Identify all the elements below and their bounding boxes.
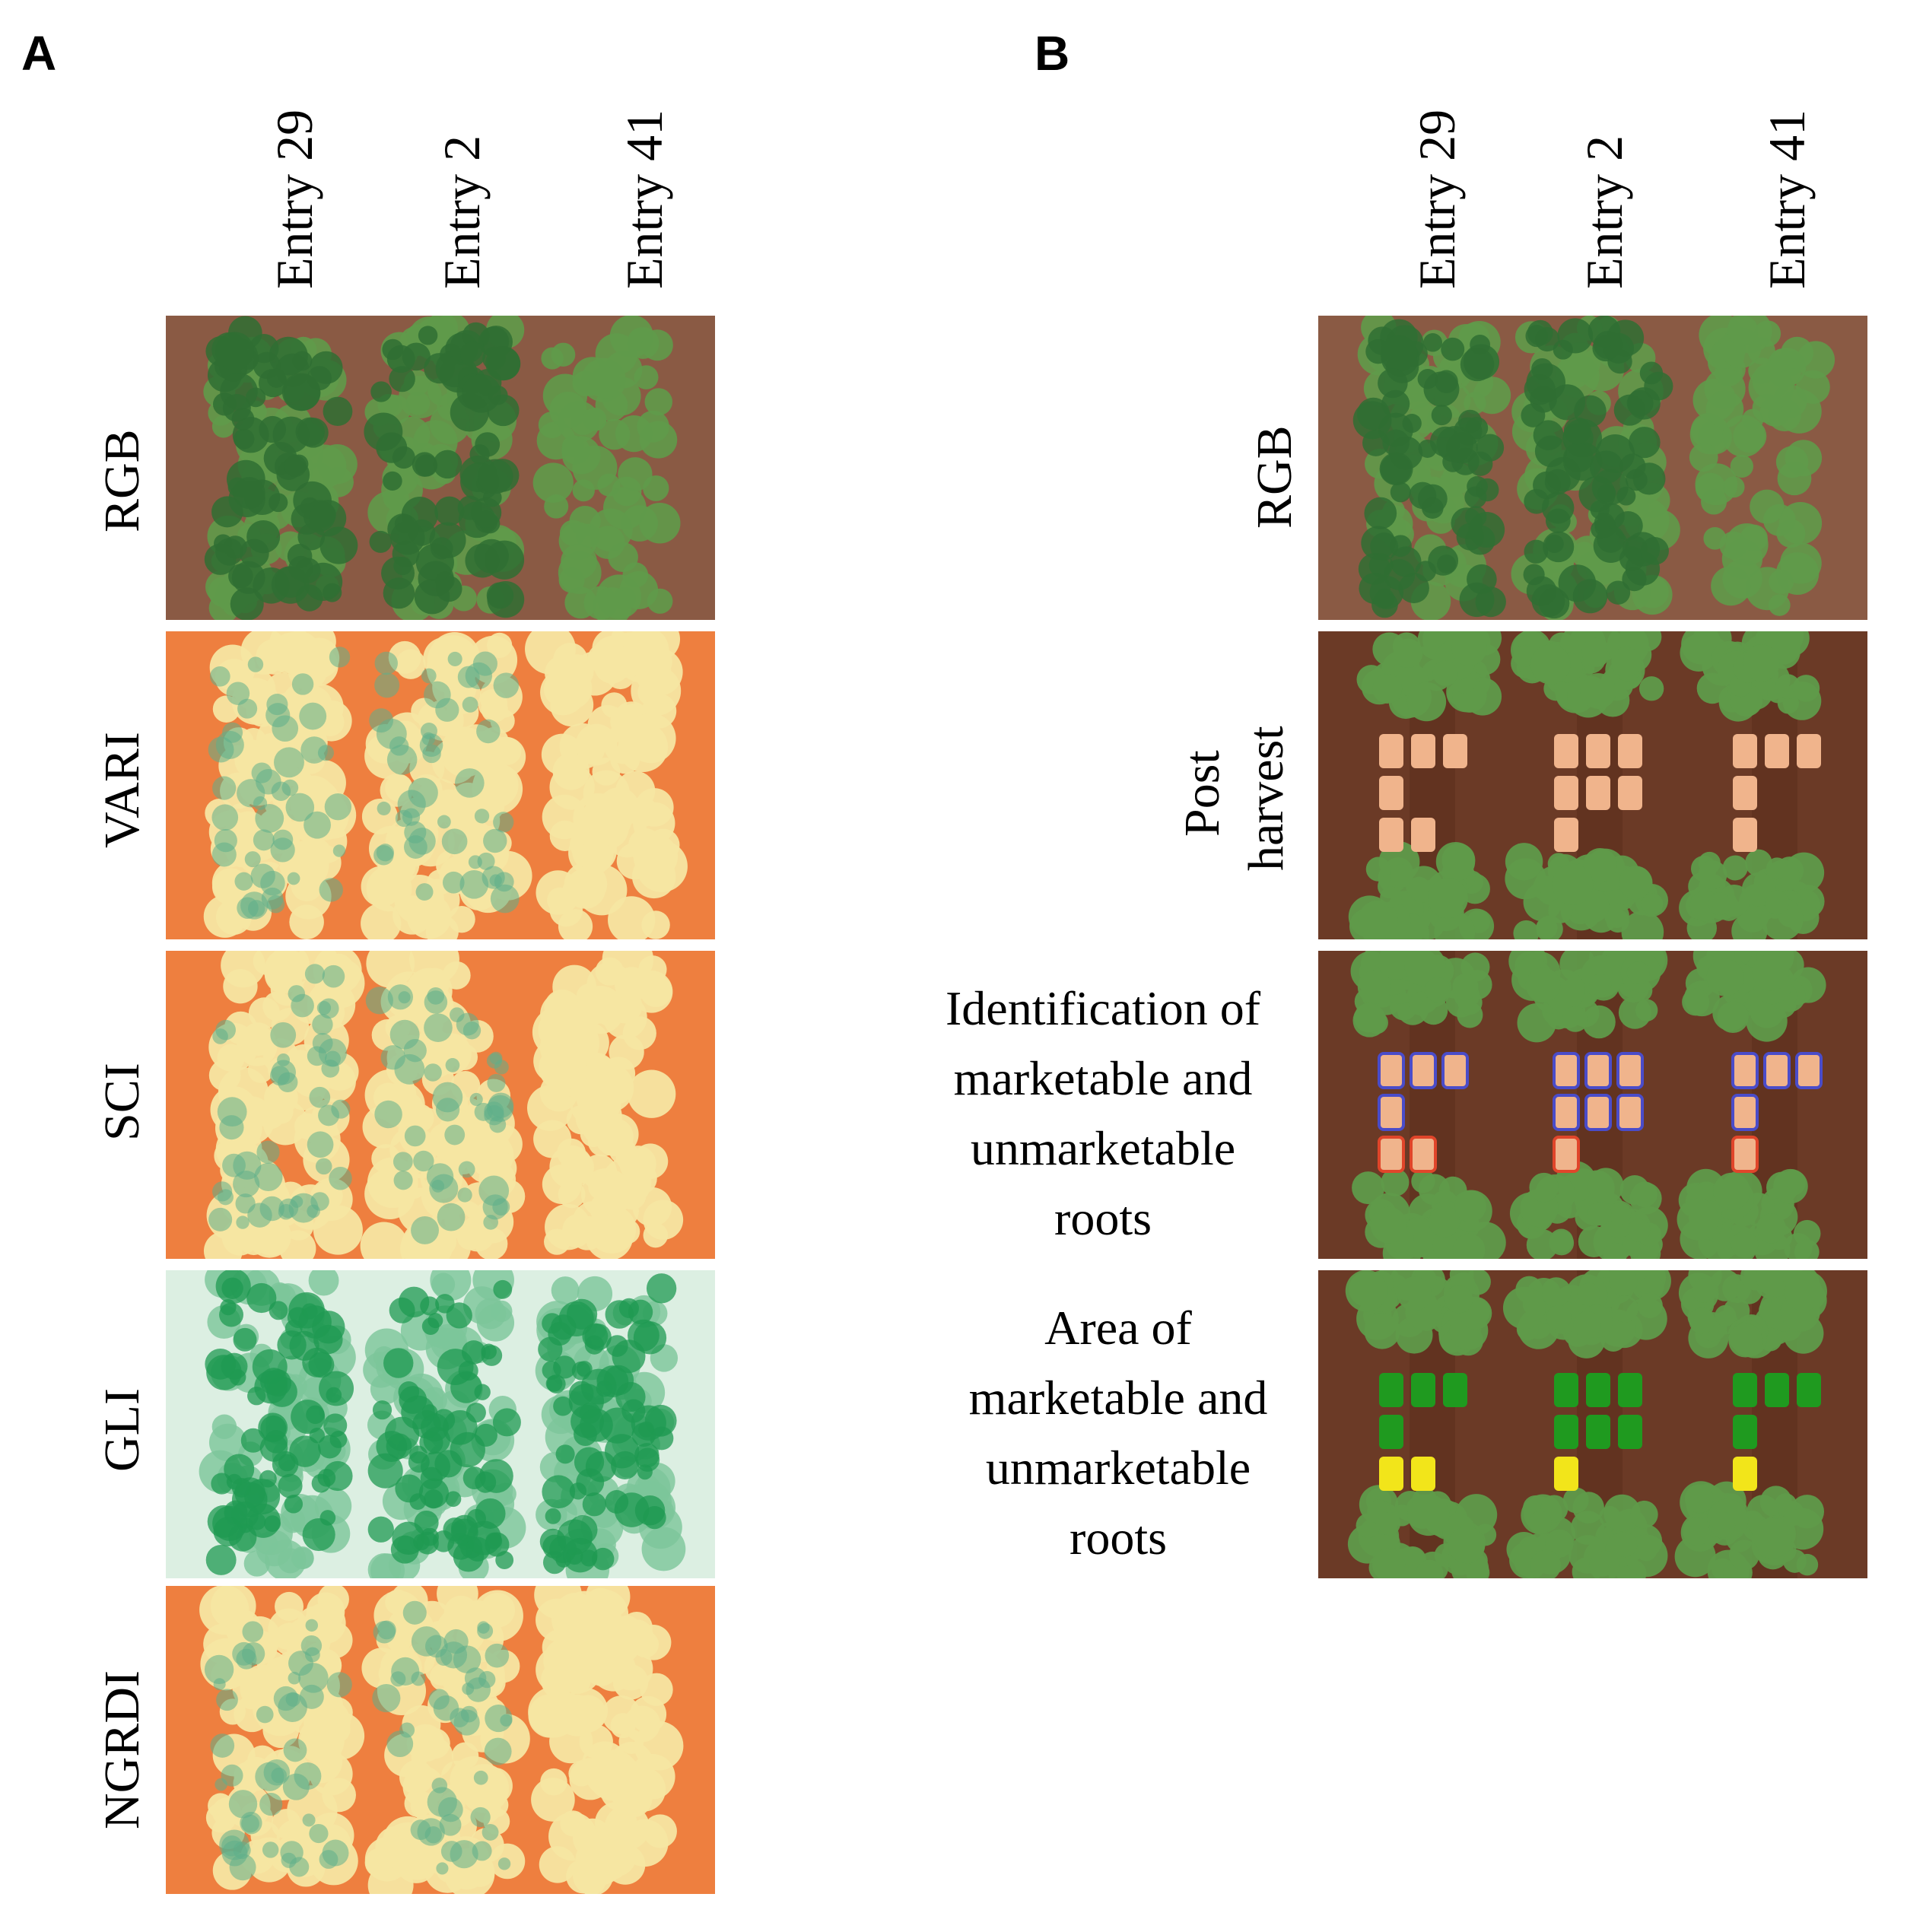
panel-b-tile-post-harvest: [1318, 631, 1867, 939]
identification-line-4: roots: [1054, 1191, 1152, 1245]
identification-line-1: Identification of: [945, 981, 1261, 1035]
area-line-4: roots: [1070, 1511, 1167, 1565]
panel-a-tile-vari: [166, 631, 715, 939]
panel-a-tile-rgb: [166, 316, 715, 620]
panel-b-tile-area: [1318, 1270, 1867, 1578]
area-line-2: marketable and: [968, 1371, 1268, 1425]
area-line-3: unmarketable: [985, 1441, 1251, 1495]
area-line-1: Area of: [1044, 1301, 1192, 1355]
panel-a-tile-ngrdi: [166, 1586, 715, 1894]
panel-a-tile-sci: [166, 951, 715, 1259]
panel-a-letter: A: [21, 26, 57, 81]
panel-b-tile-rgb: [1318, 316, 1867, 620]
panel-b-letter: B: [1035, 26, 1070, 81]
identification-line-2: marketable and: [953, 1051, 1253, 1105]
panel-b-tile-identification: [1318, 951, 1867, 1259]
panel-b-row-label-identification: Identification of marketable and unmarke…: [905, 974, 1301, 1254]
identification-line-3: unmarketable: [970, 1121, 1236, 1175]
panel-a-tile-gli: [166, 1270, 715, 1578]
panel-b-row-label-area: Area of marketable and unmarketable root…: [920, 1293, 1316, 1573]
